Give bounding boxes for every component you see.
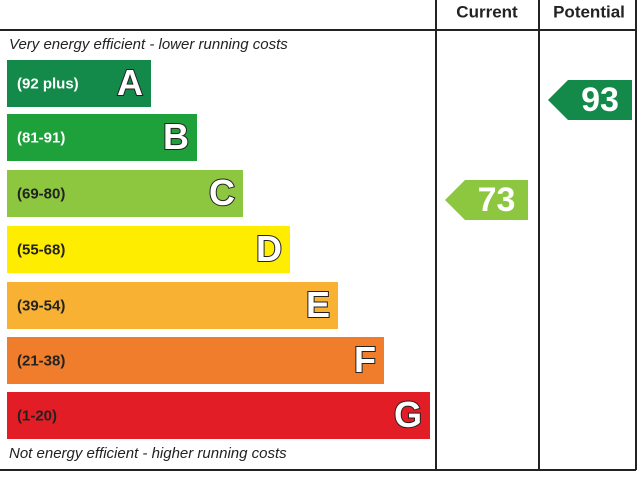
band-bar [7,60,151,107]
band-letter: C [209,172,235,213]
current-arrow [445,180,528,220]
band-bar [7,282,338,329]
band-range: (21-38) [17,352,65,369]
band-letter: G [394,394,422,435]
potential-arrow [548,80,632,120]
header-current: Current [456,2,518,21]
band-bar [7,226,290,273]
band-range: (81-91) [17,129,65,146]
band-letter: D [256,228,282,269]
band-bar [7,392,430,439]
bottom-note: Not energy efficient - higher running co… [9,445,287,462]
band-bar [7,337,384,384]
band-range: (39-54) [17,297,65,314]
band-range: (69-80) [17,185,65,202]
band-range: (92 plus) [17,75,79,92]
band-letter: A [117,62,143,103]
band-bar [7,114,197,161]
band-range: (55-68) [17,241,65,258]
frame [0,0,637,471]
band-letter: B [163,116,189,157]
band-bar [7,170,243,217]
band-letter: F [354,339,376,380]
header-potential: Potential [553,2,625,21]
current-rating: 73 [478,181,516,219]
band-letter: E [306,284,330,325]
potential-rating: 93 [581,81,619,119]
band-range: (1-20) [17,407,57,424]
top-note: Very energy efficient - lower running co… [9,36,288,53]
